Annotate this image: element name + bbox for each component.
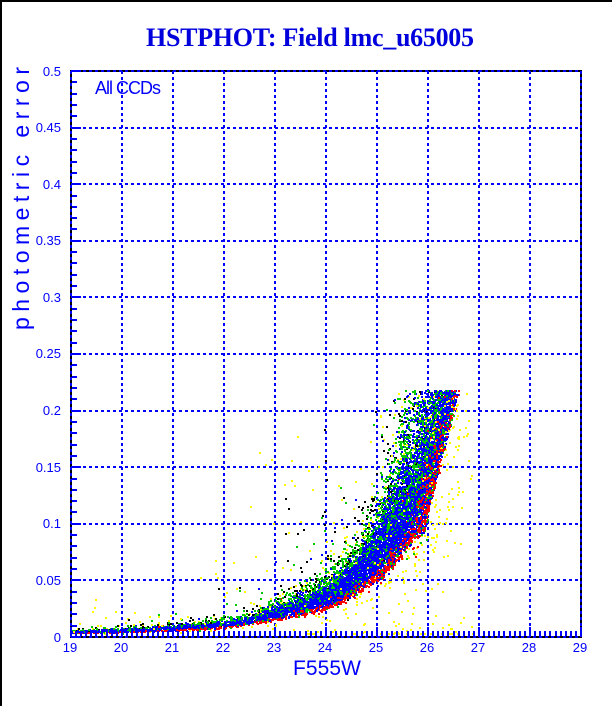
svg-text:26: 26 bbox=[420, 640, 434, 655]
svg-text:0: 0 bbox=[54, 630, 61, 645]
svg-text:0.4: 0.4 bbox=[43, 177, 61, 192]
svg-text:All CCDs: All CCDs bbox=[95, 78, 161, 98]
svg-text:photometric error: photometric error bbox=[8, 67, 34, 330]
svg-text:HSTPHOT: Field lmc_u65005: HSTPHOT: Field lmc_u65005 bbox=[146, 23, 474, 52]
svg-text:F555W: F555W bbox=[293, 657, 361, 680]
svg-text:22: 22 bbox=[216, 640, 230, 655]
svg-text:27: 27 bbox=[471, 640, 485, 655]
svg-text:0.3: 0.3 bbox=[43, 290, 61, 305]
svg-text:19: 19 bbox=[63, 640, 77, 655]
svg-text:28: 28 bbox=[522, 640, 536, 655]
svg-text:29: 29 bbox=[573, 640, 587, 655]
svg-text:25: 25 bbox=[369, 640, 383, 655]
svg-text:0.5: 0.5 bbox=[43, 64, 61, 79]
svg-text:24: 24 bbox=[318, 640, 332, 655]
svg-text:0.35: 0.35 bbox=[36, 233, 61, 248]
svg-text:0.05: 0.05 bbox=[36, 573, 61, 588]
svg-text:21: 21 bbox=[165, 640, 179, 655]
svg-text:23: 23 bbox=[267, 640, 281, 655]
svg-text:20: 20 bbox=[114, 640, 128, 655]
svg-text:0.2: 0.2 bbox=[43, 403, 61, 418]
svg-text:0.25: 0.25 bbox=[36, 346, 61, 361]
svg-text:0.1: 0.1 bbox=[43, 516, 61, 531]
svg-text:0.45: 0.45 bbox=[36, 120, 61, 135]
svg-text:0.15: 0.15 bbox=[36, 460, 61, 475]
